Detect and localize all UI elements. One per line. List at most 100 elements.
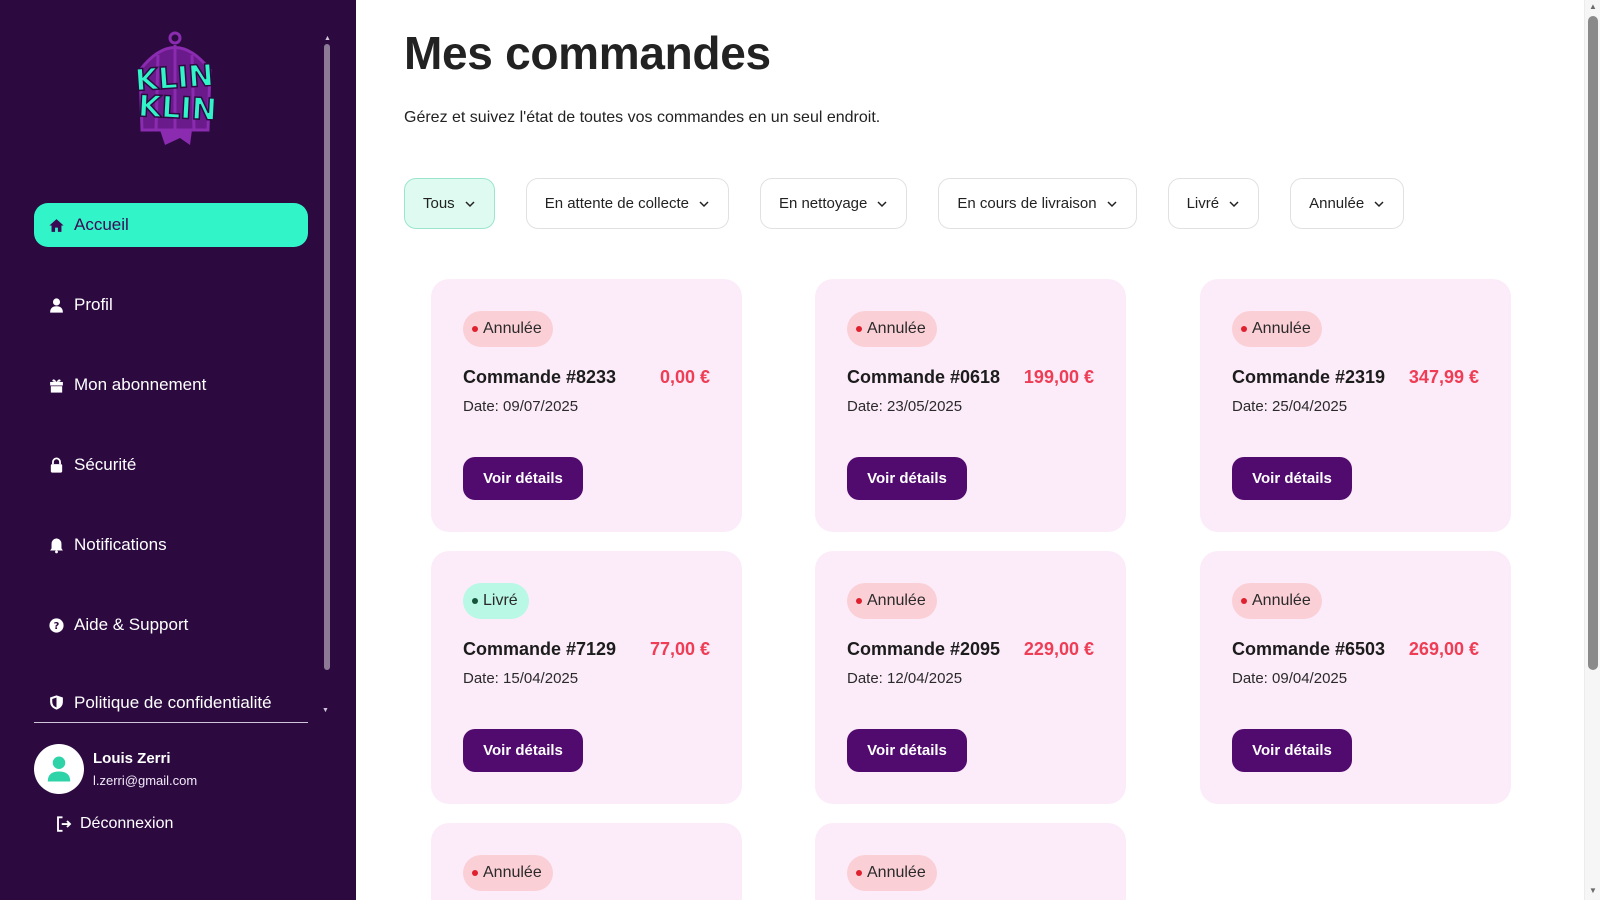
view-details-button[interactable]: Voir détails: [847, 457, 967, 500]
sidebar-item-label: Aide & Support: [74, 615, 189, 634]
scroll-up-arrow-icon[interactable]: ▲: [1589, 2, 1597, 11]
view-details-button[interactable]: Voir détails: [847, 729, 967, 772]
order-price: 269,00 €: [1408, 639, 1479, 659]
status-dot-icon: [1241, 326, 1247, 332]
sidebar-item-accueil[interactable]: Accueil: [34, 203, 308, 247]
page-title: Mes commandes: [404, 27, 771, 79]
view-details-button[interactable]: Voir détails: [463, 729, 583, 772]
logout-button[interactable]: Déconnexion: [55, 815, 173, 833]
order-title: Commande #8233: [463, 367, 617, 387]
order-title: Commande #6503: [1232, 639, 1386, 659]
klin-klin-logo[interactable]: KLIN KLIN: [120, 30, 230, 148]
page-scrollbar[interactable]: ▲ ▼: [1584, 0, 1600, 900]
status-badge: Annulée: [463, 855, 553, 891]
order-price: 347,99 €: [1408, 367, 1479, 387]
bell-icon: [46, 535, 66, 555]
sidebar-item-label: Politique de confidentialité: [74, 692, 272, 712]
status-dot-icon: [472, 870, 478, 876]
order-card: Annulée Commande #6503 269,00 € Date: 09…: [1200, 551, 1511, 804]
sidebar-nav: Accueil Profil Mon abonnement Sécurité N…: [34, 203, 308, 723]
filter-label: En nettoyage: [778, 195, 868, 212]
lock-icon: [46, 455, 66, 475]
order-card: Annulée: [815, 823, 1126, 900]
filter-tous[interactable]: Tous: [404, 178, 495, 229]
order-title: Commande #2319: [1232, 367, 1386, 387]
chevron-down-icon: [699, 200, 709, 207]
sidebar-item-politique[interactable]: Politique de confidentialité: [34, 683, 308, 723]
chevron-down-icon: [1229, 200, 1239, 207]
status-badge-label: Annulée: [483, 320, 542, 337]
status-badge-label: Annulée: [483, 864, 542, 881]
scroll-down-arrow-icon[interactable]: ▼: [322, 707, 329, 714]
sidebar-scrollbar[interactable]: ▲: [324, 35, 331, 670]
filter-en-attente-de-collecte[interactable]: En attente de collecte: [525, 178, 729, 229]
filter-en-cours-de-livraison[interactable]: En cours de livraison: [938, 178, 1137, 229]
main-content: Mes commandes Gérez et suivez l'état de …: [356, 0, 1584, 900]
order-price: 0,00 €: [659, 367, 710, 387]
chevron-down-icon: [1107, 200, 1117, 207]
filter-label: En cours de livraison: [957, 195, 1097, 212]
page-scrollbar-thumb[interactable]: [1588, 16, 1598, 670]
status-dot-icon: [472, 598, 478, 604]
order-title: Commande #7129: [463, 639, 617, 659]
status-badge: Annulée: [1232, 583, 1322, 619]
filter-label: En attente de collecte: [544, 195, 689, 212]
help-icon: ?: [46, 615, 66, 635]
status-badge-label: Annulée: [1252, 320, 1311, 337]
logout-icon: [57, 816, 72, 832]
user-email: l.zerri@gmail.com: [93, 773, 198, 788]
view-details-button[interactable]: Voir détails: [463, 457, 583, 500]
chevron-down-icon: [877, 200, 887, 207]
sidebar-item-notifications[interactable]: Notifications: [34, 523, 308, 567]
filter-label: Livré: [1186, 195, 1220, 212]
status-dot-icon: [1241, 598, 1247, 604]
status-badge-label: Annulée: [1252, 592, 1311, 609]
order-date: Date: 15/04/2025: [463, 670, 579, 687]
status-dot-icon: [856, 326, 862, 332]
gift-icon: [46, 375, 66, 395]
status-badge: Annulée: [1232, 311, 1322, 347]
sidebar-item-securite[interactable]: Sécurité: [34, 443, 308, 487]
order-date: Date: 09/07/2025: [463, 398, 579, 415]
sidebar-item-abonnement[interactable]: Mon abonnement: [34, 363, 308, 407]
order-card: Livré Commande #7129 77,00 € Date: 15/04…: [431, 551, 742, 804]
sidebar-item-label: Accueil: [74, 215, 129, 234]
sidebar-scrollbar-thumb[interactable]: [324, 44, 330, 670]
user-icon: [46, 295, 66, 315]
order-card: Annulée: [431, 823, 742, 900]
filter-livre[interactable]: Livré: [1167, 178, 1260, 229]
user-profile: Louis Zerri l.zerri@gmail.com: [34, 744, 197, 794]
sidebar-item-profil[interactable]: Profil: [34, 283, 308, 327]
home-icon: [46, 215, 66, 235]
status-badge: Annulée: [847, 311, 937, 347]
status-badge-label: Annulée: [867, 592, 926, 609]
status-filters: Tous En attente de collecte En nettoyage…: [404, 178, 1435, 229]
sidebar-item-label: Sécurité: [74, 455, 137, 474]
chevron-down-icon: [1374, 200, 1384, 207]
order-price: 199,00 €: [1023, 367, 1094, 387]
avatar[interactable]: [34, 744, 84, 794]
status-badge: Annulée: [847, 855, 937, 891]
filter-annulee[interactable]: Annulée: [1290, 178, 1405, 229]
order-date: Date: 09/04/2025: [1232, 670, 1348, 687]
view-details-button[interactable]: Voir détails: [1232, 729, 1352, 772]
user-name: Louis Zerri: [93, 750, 171, 767]
logout-label: Déconnexion: [80, 815, 174, 832]
chevron-down-icon: [465, 200, 475, 207]
svg-text:?: ?: [53, 621, 59, 632]
order-price: 77,00 €: [649, 639, 710, 659]
shield-icon: [46, 693, 66, 713]
filter-en-nettoyage[interactable]: En nettoyage: [759, 178, 908, 229]
order-price: 229,00 €: [1023, 639, 1094, 659]
filter-label: Tous: [423, 195, 455, 212]
sidebar-item-label: Profil: [74, 295, 113, 314]
scroll-up-arrow-icon[interactable]: ▲: [324, 35, 331, 42]
status-badge-label: Livré: [483, 592, 518, 609]
order-title: Commande #0618: [847, 367, 1001, 387]
view-details-button[interactable]: Voir détails: [1232, 457, 1352, 500]
order-title: Commande #2095: [847, 639, 1001, 659]
order-card: Annulée Commande #0618 199,00 € Date: 23…: [815, 279, 1126, 532]
scroll-down-arrow-icon[interactable]: ▼: [1589, 886, 1597, 895]
sidebar-item-aide[interactable]: ? Aide & Support: [34, 603, 308, 647]
status-dot-icon: [856, 870, 862, 876]
